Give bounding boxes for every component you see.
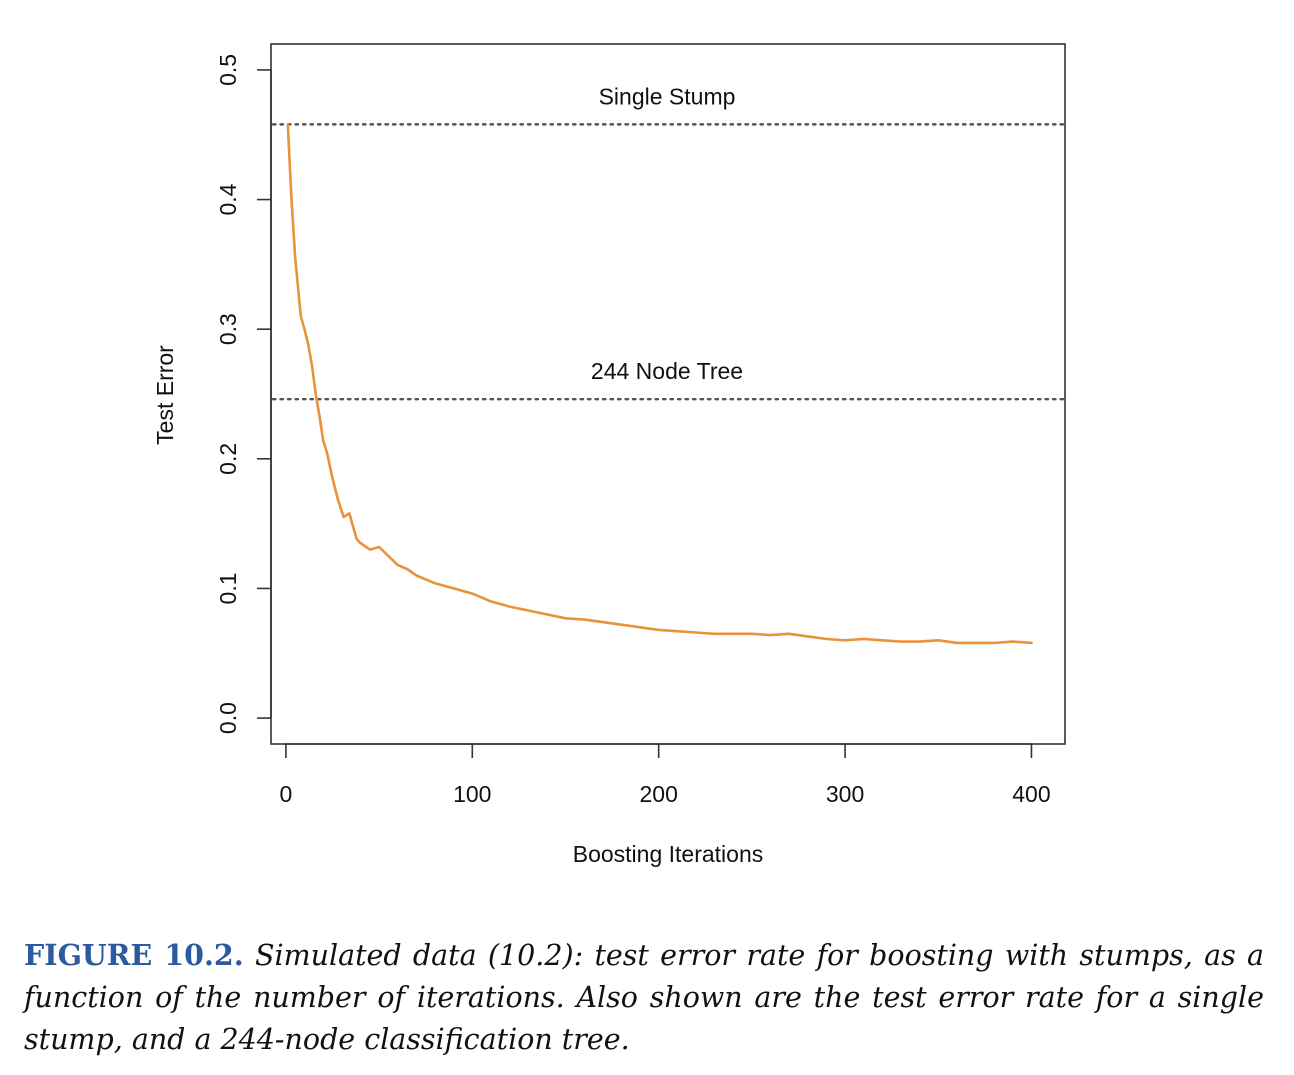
y-tick-label: 0.2 [215, 443, 241, 475]
x-axis: 0 100 200 300 400 [280, 743, 1051, 807]
reference-line-label: Single Stump [599, 83, 736, 109]
y-axis: 0.0 0.1 0.2 0.3 0.4 0.5 [215, 54, 272, 734]
y-tick-label: 0.0 [215, 702, 241, 734]
x-axis-label: Boosting Iterations [573, 841, 764, 867]
y-tick-label: 0.3 [215, 313, 241, 345]
x-tick-label: 100 [453, 781, 491, 807]
y-tick-label: 0.5 [215, 54, 241, 86]
figure-caption: FIGURE 10.2. Simulated data (10.2): test… [24, 934, 1264, 1061]
y-tick-label: 0.4 [215, 183, 241, 215]
x-tick-label: 0 [280, 781, 293, 807]
y-axis-label: Test Error [152, 345, 178, 445]
reference-line-label: 244 Node Tree [591, 358, 743, 384]
figure-caption-text: Simulated data (10.2): test error rate f… [24, 939, 1264, 1056]
figure-label: FIGURE 10.2. [24, 938, 244, 972]
series-layer [286, 123, 1033, 645]
y-tick-label: 0.1 [215, 572, 241, 604]
reference-lines: Single Stump 244 Node Tree [271, 83, 1065, 401]
x-tick-label: 300 [826, 781, 864, 807]
plot-frame [270, 43, 1066, 745]
x-tick-label: 200 [639, 781, 677, 807]
series-line [286, 123, 1033, 645]
x-tick-label: 400 [1012, 781, 1050, 807]
